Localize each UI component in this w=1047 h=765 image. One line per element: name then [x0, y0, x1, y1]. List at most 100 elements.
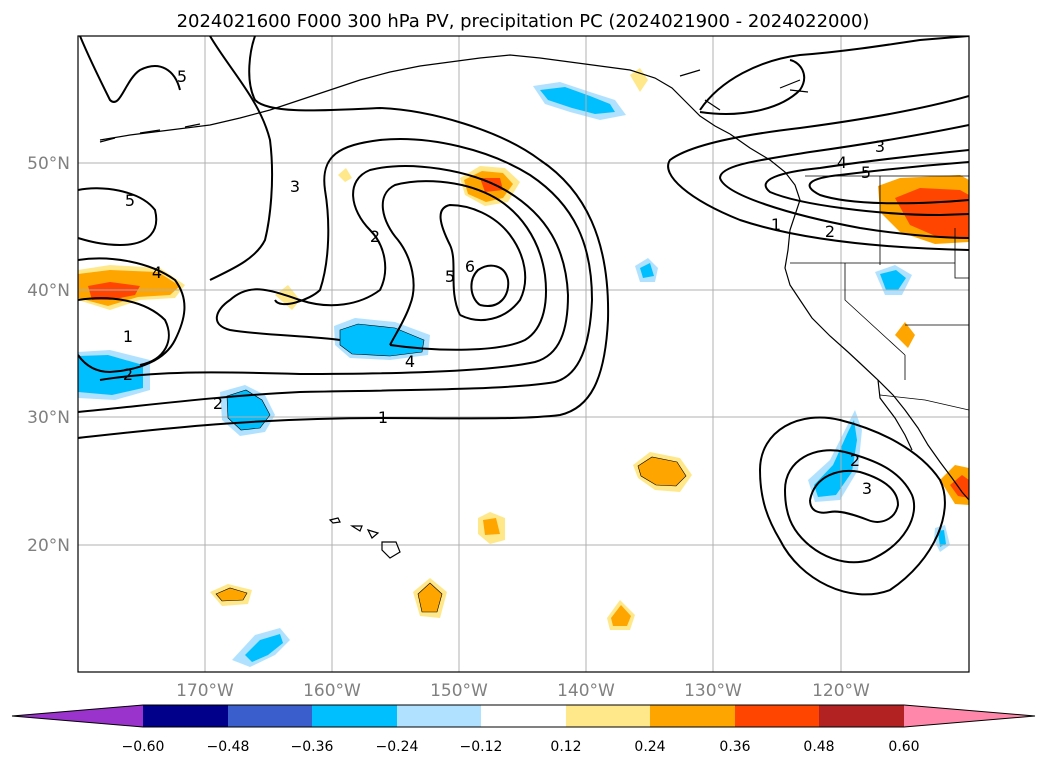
- pos-area-11: [338, 168, 352, 182]
- colorbar-extend-high: [904, 705, 1035, 727]
- contour-label-1: 5: [177, 67, 187, 86]
- contour-8-west: [78, 257, 186, 374]
- colorbar-tick-labels: −0.60 −0.48 −0.36 −0.24 −0.12 0.12 0.24 …: [122, 739, 920, 755]
- pos-area-1-hot: [88, 282, 140, 300]
- mexico-border: [879, 394, 969, 411]
- contour-3-mid: [99, 165, 570, 381]
- contour-17-pacnw: [699, 59, 806, 115]
- lon-label-140w: 140°W: [557, 681, 615, 701]
- map-area: 5 3 2 5 6 5 4 4 1 2 2 1 4 3 5 1 2 2 3: [77, 35, 970, 673]
- contour-11-nw: [209, 36, 274, 281]
- contour-label-19: 3: [862, 479, 872, 498]
- cb-tick-9: 0.60: [888, 739, 919, 755]
- contour-label-5: 6: [465, 257, 475, 276]
- contour-18-pv-south1: [759, 416, 946, 596]
- hawaii-islands: [328, 517, 401, 559]
- contour-label-9: 1: [123, 327, 133, 346]
- colorbar-extend-low: [12, 705, 143, 727]
- contour-label-16: 1: [771, 215, 781, 234]
- contour-label-7: 4: [152, 263, 162, 282]
- cb-tick-3: −0.24: [376, 739, 419, 755]
- pos-area-6-core: [418, 583, 442, 612]
- neg-area-3-core: [78, 355, 143, 395]
- contour-15-east: [808, 161, 969, 205]
- cb-tick-1: −0.48: [207, 739, 250, 755]
- contour-5-core: [439, 203, 527, 321]
- contour-label-10: 2: [123, 365, 133, 384]
- contour-14-east: [764, 149, 969, 217]
- colorbar-segment-7: [650, 705, 735, 727]
- contour-16-alaska: [699, 36, 969, 111]
- cb-tick-8: 0.48: [803, 739, 834, 755]
- alaska-coast: [99, 54, 731, 141]
- cb-tick-4: −0.12: [460, 739, 503, 755]
- lon-label-150w: 150°W: [430, 681, 488, 701]
- pos-area-9-hot: [950, 475, 969, 498]
- contour-label-2: 3: [290, 177, 300, 196]
- colorbar: −0.60 −0.48 −0.36 −0.24 −0.12 0.12 0.24 …: [11, 704, 1036, 755]
- lat-label-30n: 30°N: [27, 408, 70, 428]
- contour-label-13: 4: [837, 153, 847, 172]
- contour-4-inner: [381, 180, 547, 351]
- lon-label-170w: 170°W: [176, 681, 234, 701]
- neg-area-8-core: [938, 530, 946, 547]
- positive-anomaly-areas: [78, 68, 969, 630]
- coastlines: [99, 54, 969, 559]
- contour-label-8: 4: [405, 352, 415, 371]
- cb-tick-5: 0.12: [550, 739, 581, 755]
- lat-label-50n: 50°N: [27, 154, 70, 174]
- lon-label-160w: 160°W: [303, 681, 361, 701]
- baja-california: [877, 379, 913, 451]
- colorbar-segment-8: [735, 705, 819, 727]
- neg-area-1-core: [540, 87, 615, 114]
- colorbar-segment-4: [397, 705, 481, 727]
- contour-label-6: 5: [125, 191, 135, 210]
- cb-tick-0: −0.60: [122, 739, 165, 755]
- colorbar-segments: [11, 704, 1036, 728]
- state-borders: [790, 176, 969, 380]
- map-title: 2024021600 F000 300 hPa PV, precipitatio…: [177, 11, 870, 32]
- pos-area-7-core: [216, 588, 247, 601]
- contour-label-14: 3: [875, 137, 885, 156]
- north-american-west-coast: [729, 133, 969, 501]
- longitude-labels: 170°W 160°W 150°W 140°W 130°W 120°W: [176, 681, 870, 701]
- contour-9-west: [78, 297, 170, 366]
- cb-tick-6: 0.24: [634, 739, 665, 755]
- lon-label-130w: 130°W: [684, 681, 742, 701]
- contour-19-pv-south2: [784, 449, 916, 564]
- outline-1: [339, 323, 425, 357]
- neg-area-4-core: [227, 390, 270, 430]
- contour-6-center: [470, 264, 510, 307]
- lat-label-20n: 20°N: [27, 536, 70, 556]
- contour-labels: 5 3 2 5 6 5 4 4 1 2 2 1 4 3 5 1 2 2 3: [123, 67, 885, 498]
- aleutians: [99, 123, 201, 143]
- cb-tick-7: 0.36: [719, 739, 750, 755]
- cb-tick-2: −0.36: [291, 739, 334, 755]
- neg-area-5-core: [640, 263, 654, 278]
- outline-5: [637, 456, 687, 487]
- contour-label-3: 2: [370, 227, 380, 246]
- colorbar-segment-2: [228, 705, 312, 727]
- map-background: [78, 36, 969, 672]
- colorbar-segment-5: [481, 705, 566, 727]
- latitude-labels: 50°N 40°N 30°N 20°N: [27, 154, 70, 556]
- pos-area-5-core: [483, 518, 500, 535]
- contour-label-4: 5: [445, 267, 455, 286]
- contour-label-17: 2: [825, 222, 835, 241]
- lat-label-40n: 40°N: [27, 281, 70, 301]
- pos-area-4-core: [638, 457, 686, 486]
- neg-area-9-core: [245, 634, 283, 662]
- contour-12-east: [667, 95, 969, 251]
- pos-area-12: [895, 322, 915, 348]
- pv-contours: [78, 36, 969, 596]
- negative-anomaly-areas: [78, 82, 950, 667]
- outline-3: [215, 587, 248, 602]
- map-frame: [77, 35, 970, 673]
- contour-label-11: 2: [213, 394, 223, 413]
- contour-13-east: [718, 124, 969, 239]
- neg-area-6-core: [880, 270, 906, 290]
- pos-area-8-core: [611, 605, 631, 626]
- lon-label-120w: 120°W: [812, 681, 870, 701]
- contour-1-south: [78, 36, 610, 439]
